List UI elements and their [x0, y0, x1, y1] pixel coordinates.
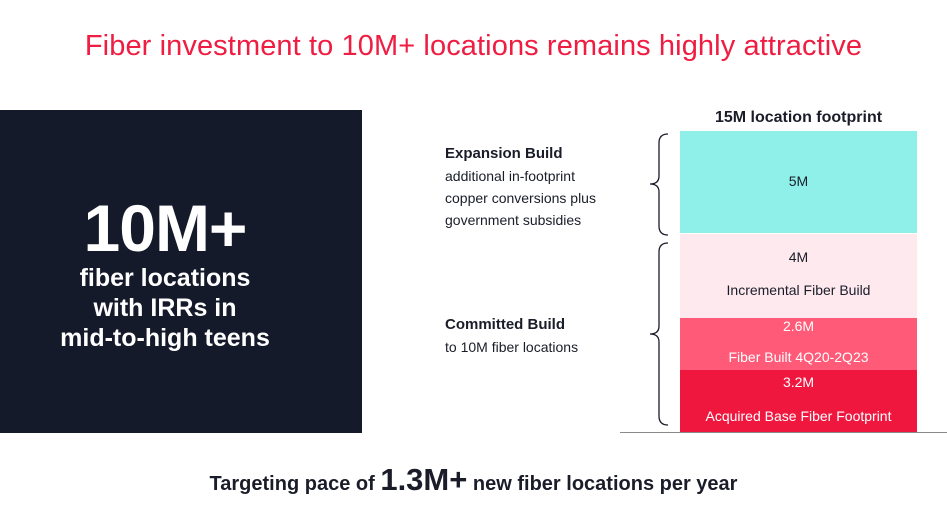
footer-prefix: Targeting pace of [209, 473, 375, 495]
committed-build-line: to 10M fiber locations [445, 339, 579, 355]
segment-value: 5M [788, 173, 809, 189]
segment-value: 4M [788, 249, 809, 265]
expansion-build-heading: Expansion Build [445, 145, 563, 162]
page-title: Fiber investment to 10M+ locations remai… [84, 30, 863, 62]
committed-build-label: Committed Build to 10M fiber locations [445, 313, 578, 358]
expansion-build-line: government subsidies [445, 212, 582, 228]
segment-label: Incremental Fiber Build [726, 282, 871, 298]
segment-label: Fiber Built 4Q20-2Q23 [728, 349, 869, 365]
expansion-build-line: additional in-footprint [445, 168, 575, 184]
highlight-line: with IRRs in [93, 294, 237, 322]
highlight-text: fiber locations with IRRs in mid-to-high… [0, 263, 330, 353]
highlight-line: fiber locations [79, 264, 251, 292]
expansion-build-label: Expansion Build additional in-footprint … [445, 142, 596, 231]
segment-value: 2.6M [782, 318, 815, 334]
stack-header: 15M location footprint [714, 109, 883, 126]
footer-pace-value: 1.3M+ [380, 462, 468, 497]
expansion-bracket [649, 133, 669, 236]
highlight-number: 10M+ [83, 191, 248, 265]
segment-fiber-built: 2.6M Fiber Built 4Q20-2Q23 [680, 318, 917, 370]
committed-bracket [649, 242, 669, 426]
footer-statement: Targeting pace of 1.3M+ new fiber locati… [0, 462, 947, 498]
stack-baseline [620, 432, 947, 433]
highlight-panel: 10M+ fiber locations with IRRs in mid-to… [0, 110, 362, 433]
segment-acquired: 3.2M Acquired Base Fiber Footprint [680, 370, 917, 433]
committed-build-heading: Committed Build [445, 316, 565, 333]
highlight-line: mid-to-high teens [60, 324, 270, 352]
footer-suffix: new fiber locations per year [472, 473, 738, 495]
segment-incremental: 4M Incremental Fiber Build [680, 234, 917, 318]
segment-value: 3.2M [782, 374, 815, 390]
segment-label: Acquired Base Fiber Footprint [705, 408, 892, 424]
segment-expansion: 5M [680, 131, 917, 233]
expansion-build-line: copper conversions plus [445, 190, 596, 206]
